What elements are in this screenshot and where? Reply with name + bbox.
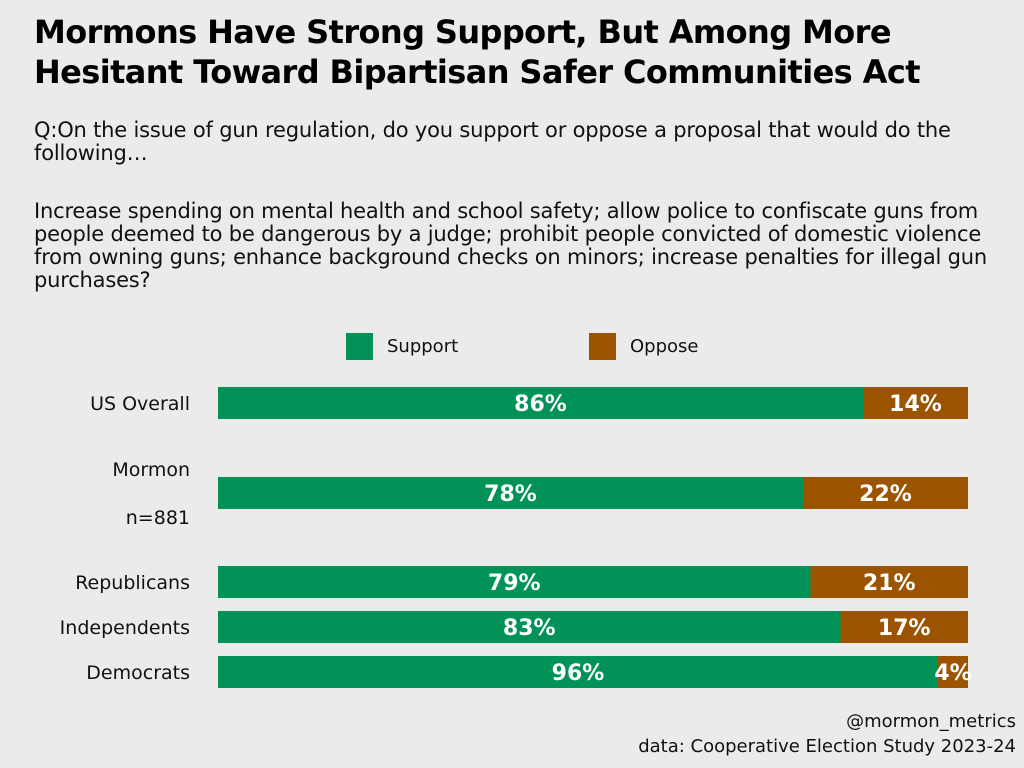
bar-oppose-republicans <box>810 566 968 598</box>
bar-label-oppose-mormon: 22% <box>859 482 912 507</box>
bar-label-oppose-democrats: 4% <box>934 661 971 686</box>
row-label-republicans-text: Republicans <box>75 572 190 594</box>
bar-support-democrats <box>218 656 938 688</box>
legend-support-swatch <box>346 332 373 360</box>
bar-label-support-republicans: 79% <box>488 571 541 596</box>
bar-label-oppose-us-overall: 14% <box>889 392 942 417</box>
bar-support-republicans <box>218 566 811 598</box>
survey-question: Q:On the issue of gun regulation, do you… <box>34 118 951 165</box>
row-label-us-overall: US Overall <box>0 392 190 416</box>
chart-title: Mormons Have Strong Support, But Among M… <box>34 12 1004 92</box>
legend-oppose-label: Oppose <box>630 335 699 357</box>
row-label-republicans: Republicans <box>0 571 190 595</box>
bar-support-us-overall <box>218 387 863 419</box>
row-label-democrats-text: Democrats <box>86 662 190 684</box>
bar-label-oppose-republicans: 21% <box>863 571 916 596</box>
bar-oppose-democrats <box>938 656 968 688</box>
proposal-description: Increase spending on mental health and s… <box>34 199 987 292</box>
bar-oppose-us-overall <box>863 387 968 419</box>
bar-label-support-us-overall: 86% <box>514 392 567 417</box>
row-label-democrats: Democrats <box>0 661 190 685</box>
bar-label-support-democrats: 96% <box>552 661 605 686</box>
bar-label-oppose-independents: 17% <box>878 616 931 641</box>
bar-support-mormon <box>218 477 803 509</box>
bar-oppose-mormon <box>803 477 968 509</box>
footer-handle: @mormon_metrics <box>846 711 1016 732</box>
chart-title-line-1: Mormons Have Strong Support, But Among M… <box>34 13 892 51</box>
row-label-us-overall-text: US Overall <box>90 393 190 415</box>
row-label-independents-text: Independents <box>59 617 190 639</box>
row-label-mormon-text: Mormon <box>112 459 190 481</box>
row-label-mormon-n-text: n=881 <box>125 507 190 529</box>
row-label-mormon-n: n=881 <box>0 506 190 530</box>
bar-support-independents <box>218 611 841 643</box>
row-label-mormon: Mormon <box>0 458 190 482</box>
bar-oppose-independents <box>840 611 968 643</box>
legend-oppose: Oppose <box>589 331 698 361</box>
bar-label-support-mormon: 78% <box>484 482 537 507</box>
legend-oppose-swatch <box>589 332 616 360</box>
footer-source: data: Cooperative Election Study 2023-24 <box>638 736 1016 757</box>
legend-support: Support <box>346 331 458 361</box>
legend-support-label: Support <box>387 335 459 357</box>
row-label-independents: Independents <box>0 616 190 640</box>
chart-title-line-2: Hesitant Toward Bipartisan Safer Communi… <box>34 53 920 91</box>
bar-label-support-independents: 83% <box>503 616 556 641</box>
